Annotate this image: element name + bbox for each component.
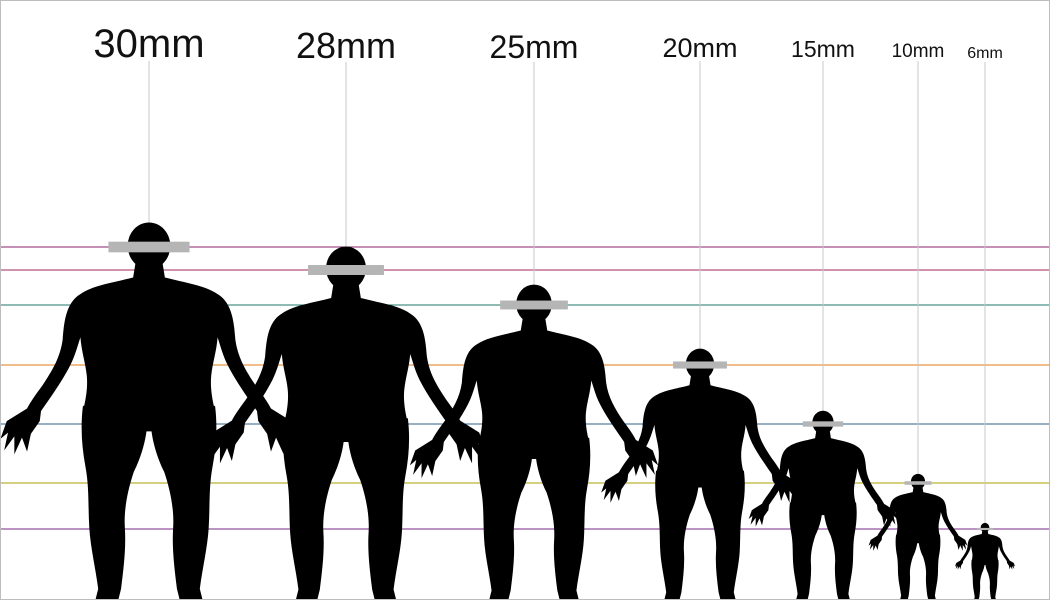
scale-label-28mm: 28mm [296, 25, 396, 66]
scale-label-6mm: 6mm [967, 45, 1003, 62]
scale-label-15mm: 15mm [791, 36, 855, 62]
human-silhouette-icon [206, 246, 486, 599]
human-silhouette-icon [868, 473, 968, 599]
head-band-25mm [500, 300, 568, 310]
scale-labels: 30mm 28mm 25mm 20mm 15mm 10mm 6mm [93, 22, 1002, 66]
leader-lines [148, 61, 986, 523]
silhouettes [1, 222, 1016, 599]
head-band-20mm [673, 361, 727, 369]
scale-label-25mm: 25mm [490, 29, 579, 65]
human-silhouette-icon [409, 284, 659, 599]
human-silhouette-icon [748, 410, 898, 599]
scale-label-20mm: 20mm [662, 33, 737, 63]
scale-label-30mm: 30mm [93, 22, 204, 66]
head-band-10mm [904, 481, 932, 485]
human-silhouette-icon [601, 348, 799, 599]
head-band-30mm [108, 241, 190, 253]
scale-label-10mm: 10mm [892, 41, 945, 62]
human-silhouette-icon [954, 522, 1016, 599]
head-band-15mm [802, 421, 844, 427]
head-band-28mm [308, 265, 384, 275]
head-band-6mm [976, 527, 994, 531]
